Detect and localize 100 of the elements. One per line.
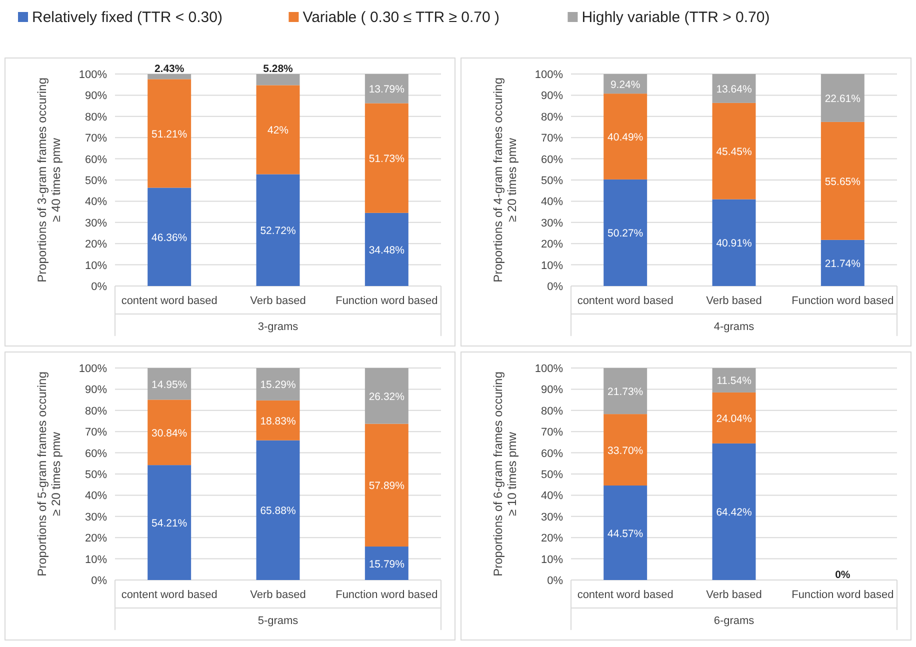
bar (256, 174, 300, 286)
data-label: 5.28% (263, 63, 294, 75)
data-label: 45.45% (716, 146, 752, 158)
y-tick-label: 60% (84, 448, 108, 460)
y-tick-label: 0% (547, 281, 564, 293)
x-tick-label: content word based (121, 589, 218, 601)
x-axis-title: 6-grams (714, 615, 755, 627)
y-tick-label: 10% (540, 260, 564, 272)
y-tick-label: 20% (540, 532, 564, 545)
bar (364, 546, 408, 580)
y-tick-label: 20% (540, 238, 564, 251)
y-tick-label: 80% (540, 405, 564, 418)
legend-label: Variable ( 0.30 ≤ TTR ≥ 0.70 ) (302, 9, 500, 26)
data-label: 42% (267, 124, 289, 137)
x-tick-label: content word based (577, 589, 674, 601)
data-label: 15.79% (368, 558, 404, 570)
y-tick-label: 0% (91, 575, 108, 587)
legend-label: Highly variable (TTR > 0.70) (582, 9, 770, 26)
data-label: 40.49% (608, 132, 644, 144)
x-tick-label: Verb based (250, 295, 306, 307)
data-label: 55.65% (824, 176, 860, 188)
y-tick-label: 70% (540, 426, 564, 439)
data-label: 65.88% (260, 505, 296, 518)
bar (604, 368, 648, 414)
data-label: 24.04% (716, 412, 752, 425)
y-tick-label: 40% (540, 196, 564, 208)
y-tick-label: 30% (540, 217, 564, 230)
y-tick-label: 20% (84, 532, 108, 545)
data-label: 21.73% (608, 386, 644, 398)
y-tick-label: 0% (547, 575, 564, 587)
bar (604, 486, 648, 580)
y-tick-label: 50% (84, 175, 108, 187)
data-label: 44.57% (608, 528, 644, 540)
bar (364, 103, 408, 213)
bar (364, 74, 408, 104)
y-tick-label: 70% (84, 132, 108, 145)
bar (256, 74, 300, 86)
data-label: 26.32% (368, 390, 404, 403)
y-tick-label: 100% (534, 363, 564, 375)
data-label: 13.79% (368, 84, 404, 96)
y-tick-label: 10% (84, 260, 108, 272)
legend-label: Relatively fixed (TTR < 0.30) (32, 9, 222, 26)
x-tick-label: content word based (121, 295, 218, 307)
y-tick-label: 100% (78, 363, 108, 375)
bar (364, 368, 408, 424)
data-label: 15.29% (260, 379, 296, 392)
data-label: 51.73% (368, 153, 404, 166)
bar (604, 94, 648, 180)
y-tick-label: 70% (84, 426, 108, 439)
y-tick-label: 70% (540, 132, 564, 145)
data-label: 14.95% (152, 378, 188, 391)
data-label: 46.36% (152, 232, 188, 244)
bar (148, 368, 192, 400)
data-label: 30.84% (152, 427, 188, 440)
y-axis-title: Proportions of 5-gram frames occuring ≥ 20 times pmw (35, 372, 63, 576)
x-axis-title: 4-grams (714, 321, 755, 333)
y-tick-label: 40% (540, 490, 564, 502)
bar (148, 465, 192, 580)
bar (820, 122, 864, 240)
bar (256, 368, 300, 400)
y-tick-label: 50% (84, 469, 108, 481)
y-tick-label: 0% (91, 281, 108, 293)
x-tick-label: Function word based (336, 295, 438, 307)
y-tick-label: 50% (540, 175, 564, 187)
data-label: 33.70% (608, 444, 644, 457)
y-tick-label: 50% (540, 469, 564, 481)
y-axis-title: Proportions of 4-gram frames occuring ≥ 20 times pmw (491, 78, 519, 282)
bar (712, 199, 756, 286)
bar (148, 74, 192, 80)
bar (820, 74, 864, 122)
data-label: 50.27% (608, 228, 644, 240)
data-label: 21.74% (824, 258, 860, 270)
y-tick-label: 20% (84, 238, 108, 251)
data-label: 11.54% (716, 375, 752, 388)
bar (148, 400, 192, 466)
y-tick-label: 80% (84, 111, 108, 124)
y-tick-label: 30% (84, 217, 108, 230)
y-tick-label: 80% (84, 405, 108, 418)
data-label: 18.83% (260, 415, 296, 428)
bar (364, 424, 408, 547)
bar (364, 212, 408, 286)
data-label: 52.72% (260, 225, 296, 238)
y-tick-label: 10% (84, 554, 108, 566)
data-label: 64.42% (716, 506, 752, 519)
y-tick-label: 60% (540, 154, 564, 166)
y-axis-title: Proportions of 3-gram frames occuring ≥ 40 times pmw (35, 78, 63, 282)
data-label: 9.24% (610, 78, 640, 91)
bar (712, 102, 756, 200)
x-tick-label: Function word based (792, 589, 894, 601)
y-tick-label: 10% (540, 554, 564, 566)
y-tick-label: 100% (78, 69, 108, 81)
x-axis-title: 3-grams (258, 321, 299, 333)
data-label: 51.21% (152, 128, 188, 140)
bar (148, 188, 192, 286)
x-axis-title: 5-grams (258, 615, 299, 627)
y-tick-label: 60% (540, 448, 564, 460)
x-tick-label: Function word based (336, 589, 438, 601)
data-label: 22.61% (824, 92, 860, 105)
x-tick-label: Verb based (706, 589, 762, 601)
x-tick-label: Verb based (706, 295, 762, 307)
